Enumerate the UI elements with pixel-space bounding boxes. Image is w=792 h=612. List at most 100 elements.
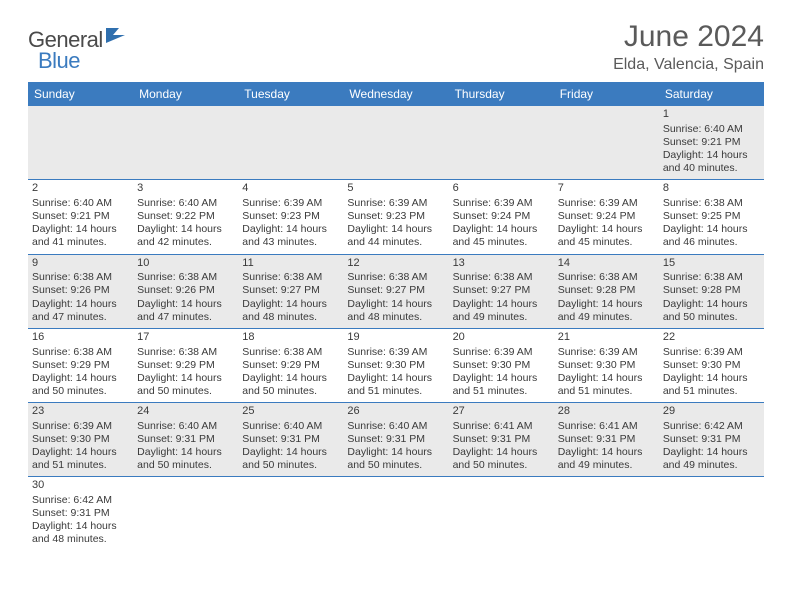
calendar-cell: 8Sunrise: 6:38 AMSunset: 9:25 PMDaylight… <box>659 180 764 254</box>
calendar-cell: 7Sunrise: 6:39 AMSunset: 9:24 PMDaylight… <box>554 180 659 254</box>
calendar-cell: 17Sunrise: 6:38 AMSunset: 9:29 PMDayligh… <box>133 328 238 402</box>
logo-text-2: Blue <box>38 48 80 73</box>
calendar-cell-empty <box>133 106 238 180</box>
day-number: 21 <box>558 331 655 345</box>
weekday-header: Wednesday <box>343 82 448 106</box>
day-number: 15 <box>663 257 760 271</box>
weekday-header: Sunday <box>28 82 133 106</box>
sunrise-text: Sunrise: 6:39 AM <box>347 197 444 210</box>
day-number: 16 <box>32 331 129 345</box>
sunset-text: Sunset: 9:27 PM <box>453 284 550 297</box>
sunset-text: Sunset: 9:21 PM <box>663 136 760 149</box>
sunrise-text: Sunrise: 6:39 AM <box>558 197 655 210</box>
calendar-body: 1Sunrise: 6:40 AMSunset: 9:21 PMDaylight… <box>28 106 764 551</box>
sunrise-text: Sunrise: 6:38 AM <box>32 346 129 359</box>
daylight-text: Daylight: 14 hours and 48 minutes. <box>32 520 129 546</box>
sunrise-text: Sunrise: 6:39 AM <box>453 197 550 210</box>
sunset-text: Sunset: 9:31 PM <box>32 507 129 520</box>
sunset-text: Sunset: 9:31 PM <box>663 433 760 446</box>
daylight-text: Daylight: 14 hours and 51 minutes. <box>558 372 655 398</box>
daylight-text: Daylight: 14 hours and 50 minutes. <box>242 446 339 472</box>
calendar-cell: 19Sunrise: 6:39 AMSunset: 9:30 PMDayligh… <box>343 328 448 402</box>
daylight-text: Daylight: 14 hours and 47 minutes. <box>137 298 234 324</box>
sunrise-text: Sunrise: 6:40 AM <box>137 197 234 210</box>
day-number: 6 <box>453 182 550 196</box>
calendar-cell-empty <box>554 477 659 551</box>
calendar-cell: 13Sunrise: 6:38 AMSunset: 9:27 PMDayligh… <box>449 254 554 328</box>
month-title: June 2024 <box>613 20 764 54</box>
sunset-text: Sunset: 9:25 PM <box>663 210 760 223</box>
day-number: 3 <box>137 182 234 196</box>
day-number: 22 <box>663 331 760 345</box>
day-number: 25 <box>242 405 339 419</box>
sunset-text: Sunset: 9:26 PM <box>137 284 234 297</box>
daylight-text: Daylight: 14 hours and 49 minutes. <box>558 446 655 472</box>
sunset-text: Sunset: 9:30 PM <box>347 359 444 372</box>
title-block: June 2024 Elda, Valencia, Spain <box>613 20 764 74</box>
daylight-text: Daylight: 14 hours and 51 minutes. <box>453 372 550 398</box>
sunset-text: Sunset: 9:31 PM <box>558 433 655 446</box>
sunrise-text: Sunrise: 6:42 AM <box>32 494 129 507</box>
calendar-cell-empty <box>28 106 133 180</box>
weekday-header: Monday <box>133 82 238 106</box>
day-number: 19 <box>347 331 444 345</box>
sunset-text: Sunset: 9:31 PM <box>242 433 339 446</box>
sunset-text: Sunset: 9:29 PM <box>137 359 234 372</box>
daylight-text: Daylight: 14 hours and 41 minutes. <box>32 223 129 249</box>
day-number: 10 <box>137 257 234 271</box>
day-number: 30 <box>32 479 129 493</box>
calendar-cell: 5Sunrise: 6:39 AMSunset: 9:23 PMDaylight… <box>343 180 448 254</box>
header: General June 2024 Elda, Valencia, Spain <box>28 20 764 74</box>
sunset-text: Sunset: 9:24 PM <box>453 210 550 223</box>
daylight-text: Daylight: 14 hours and 45 minutes. <box>453 223 550 249</box>
daylight-text: Daylight: 14 hours and 49 minutes. <box>558 298 655 324</box>
sunset-text: Sunset: 9:22 PM <box>137 210 234 223</box>
daylight-text: Daylight: 14 hours and 48 minutes. <box>347 298 444 324</box>
calendar-cell-empty <box>133 477 238 551</box>
day-number: 8 <box>663 182 760 196</box>
daylight-text: Daylight: 14 hours and 50 minutes. <box>347 446 444 472</box>
sunset-text: Sunset: 9:31 PM <box>137 433 234 446</box>
daylight-text: Daylight: 14 hours and 42 minutes. <box>137 223 234 249</box>
calendar-cell: 14Sunrise: 6:38 AMSunset: 9:28 PMDayligh… <box>554 254 659 328</box>
daylight-text: Daylight: 14 hours and 49 minutes. <box>453 298 550 324</box>
daylight-text: Daylight: 14 hours and 49 minutes. <box>663 446 760 472</box>
sunset-text: Sunset: 9:24 PM <box>558 210 655 223</box>
calendar-cell-empty <box>659 477 764 551</box>
day-number: 13 <box>453 257 550 271</box>
day-number: 9 <box>32 257 129 271</box>
weekday-header: Tuesday <box>238 82 343 106</box>
sunrise-text: Sunrise: 6:39 AM <box>347 346 444 359</box>
weekday-header: Saturday <box>659 82 764 106</box>
calendar-row: 23Sunrise: 6:39 AMSunset: 9:30 PMDayligh… <box>28 403 764 477</box>
sunset-text: Sunset: 9:29 PM <box>32 359 129 372</box>
sunrise-text: Sunrise: 6:40 AM <box>137 420 234 433</box>
calendar-cell-empty <box>238 106 343 180</box>
sunset-text: Sunset: 9:27 PM <box>347 284 444 297</box>
day-number: 26 <box>347 405 444 419</box>
daylight-text: Daylight: 14 hours and 45 minutes. <box>558 223 655 249</box>
calendar-cell-empty <box>343 106 448 180</box>
day-number: 17 <box>137 331 234 345</box>
sunrise-text: Sunrise: 6:41 AM <box>453 420 550 433</box>
calendar-cell: 4Sunrise: 6:39 AMSunset: 9:23 PMDaylight… <box>238 180 343 254</box>
calendar-cell: 6Sunrise: 6:39 AMSunset: 9:24 PMDaylight… <box>449 180 554 254</box>
day-number: 18 <box>242 331 339 345</box>
sunrise-text: Sunrise: 6:38 AM <box>137 271 234 284</box>
daylight-text: Daylight: 14 hours and 43 minutes. <box>242 223 339 249</box>
sunrise-text: Sunrise: 6:40 AM <box>32 197 129 210</box>
day-number: 24 <box>137 405 234 419</box>
calendar-row: 30Sunrise: 6:42 AMSunset: 9:31 PMDayligh… <box>28 477 764 551</box>
day-number: 1 <box>663 108 760 122</box>
sunrise-text: Sunrise: 6:42 AM <box>663 420 760 433</box>
day-number: 5 <box>347 182 444 196</box>
calendar-cell: 12Sunrise: 6:38 AMSunset: 9:27 PMDayligh… <box>343 254 448 328</box>
sunrise-text: Sunrise: 6:38 AM <box>663 197 760 210</box>
sunset-text: Sunset: 9:26 PM <box>32 284 129 297</box>
calendar-row: 1Sunrise: 6:40 AMSunset: 9:21 PMDaylight… <box>28 106 764 180</box>
calendar-cell: 23Sunrise: 6:39 AMSunset: 9:30 PMDayligh… <box>28 403 133 477</box>
sunrise-text: Sunrise: 6:38 AM <box>663 271 760 284</box>
sunrise-text: Sunrise: 6:40 AM <box>663 123 760 136</box>
daylight-text: Daylight: 14 hours and 50 minutes. <box>137 372 234 398</box>
sunset-text: Sunset: 9:31 PM <box>347 433 444 446</box>
